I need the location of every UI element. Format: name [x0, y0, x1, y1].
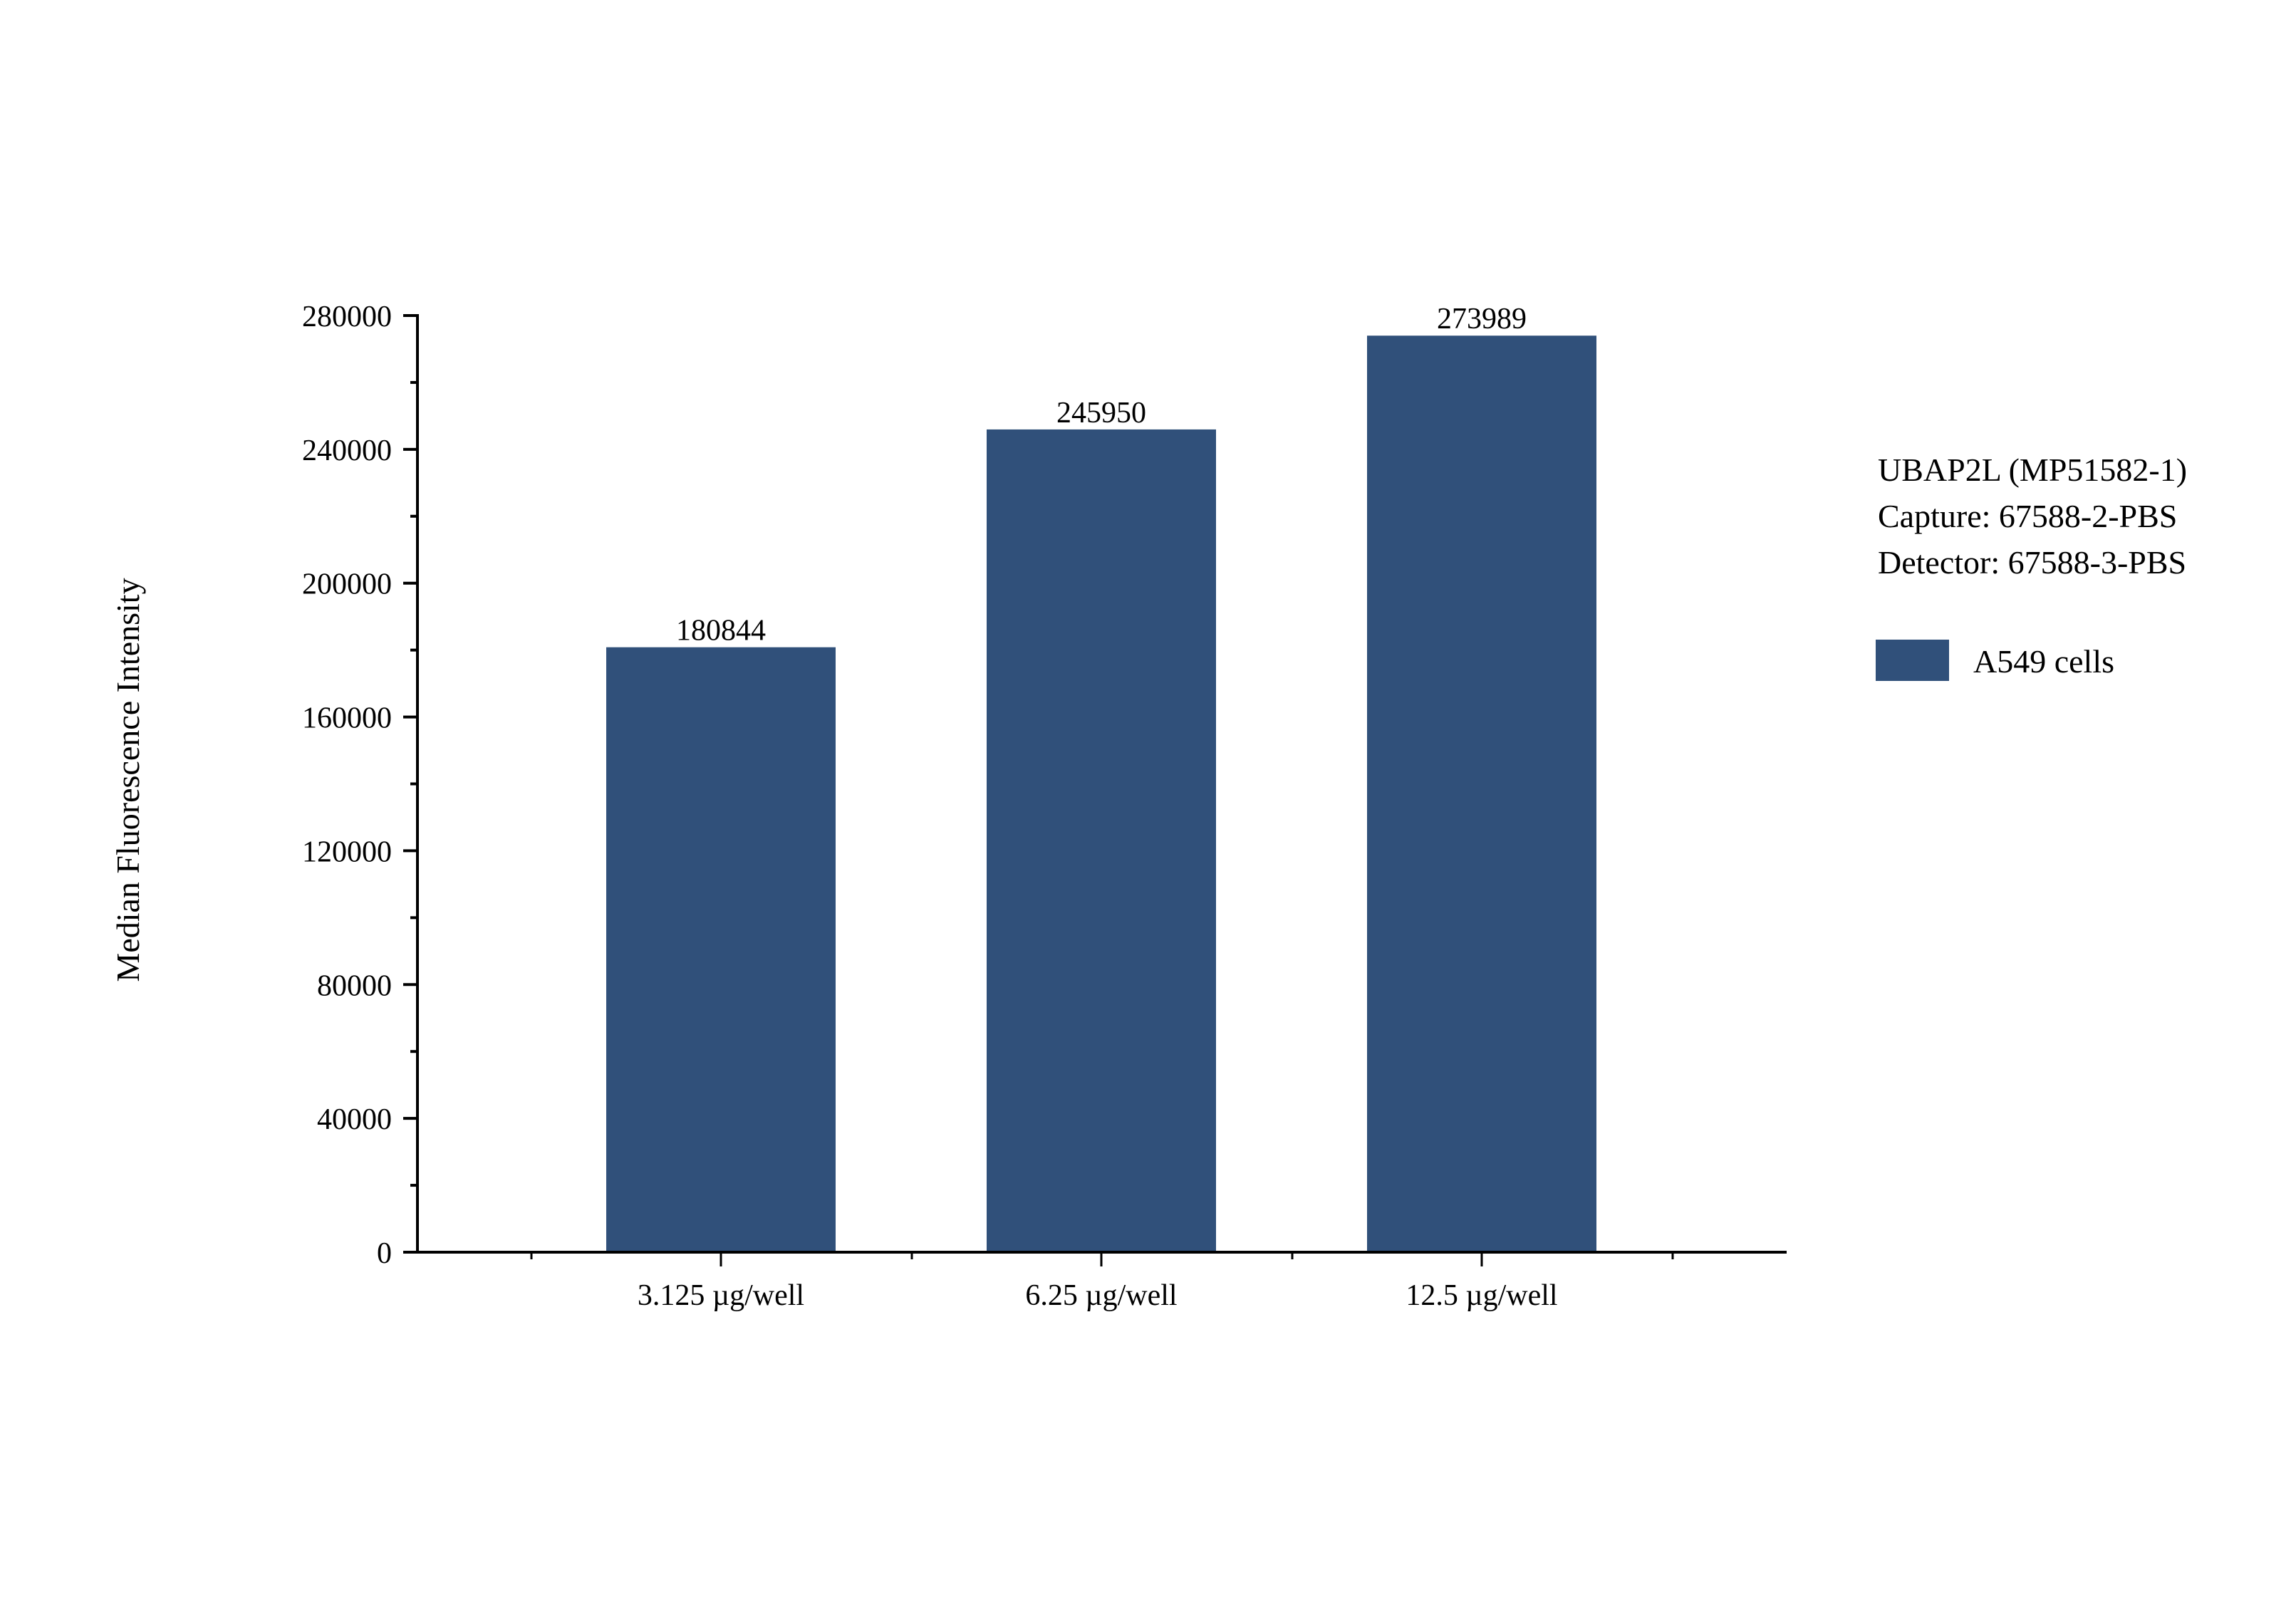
y-axis-label: Median Fluorescence Intensity: [110, 578, 146, 982]
annotation-detector: Detector: 67588-3-PBS: [1878, 544, 2186, 581]
legend: A549 cells: [1876, 640, 2114, 681]
bar: [1367, 335, 1596, 1252]
x-tick-label: 6.25 µg/well: [1025, 1279, 1177, 1312]
bar-value-label: 180844: [676, 615, 766, 647]
x-axis-ticks: [530, 1252, 1674, 1266]
bar-value-label: 245950: [1056, 397, 1146, 430]
y-tick-label: 280000: [302, 301, 392, 333]
bar: [987, 429, 1216, 1253]
y-tick-label: 160000: [302, 702, 392, 735]
x-axis-tick-labels: 3.125 µg/well 6.25 µg/well 12.5 µg/well: [638, 1279, 1558, 1312]
x-tick-label: 12.5 µg/well: [1406, 1279, 1557, 1312]
bars-group: [606, 335, 1596, 1253]
y-tick-label: 80000: [317, 969, 392, 1002]
annotation-antibody: UBAP2L (MP51582-1): [1878, 452, 2187, 488]
y-tick-label: 240000: [302, 434, 392, 467]
bar: [606, 647, 836, 1252]
y-axis-ticks: 0 40000 80000 120000 160000 200000 240000 28000…: [302, 301, 417, 1270]
annotation-capture: Capture: 67588-2-PBS: [1878, 498, 2177, 534]
legend-label: A549 cells: [1973, 643, 2114, 680]
y-tick-label: 0: [377, 1237, 392, 1270]
legend-swatch: [1876, 640, 1949, 681]
x-tick-label: 3.125 µg/well: [638, 1279, 804, 1312]
bar-value-label: 273989: [1437, 303, 1527, 335]
bar-value-labels: 180844 245950 273989: [676, 303, 1527, 647]
y-tick-label: 40000: [317, 1103, 392, 1136]
y-tick-label: 120000: [302, 836, 392, 868]
y-tick-label: 200000: [302, 568, 392, 601]
